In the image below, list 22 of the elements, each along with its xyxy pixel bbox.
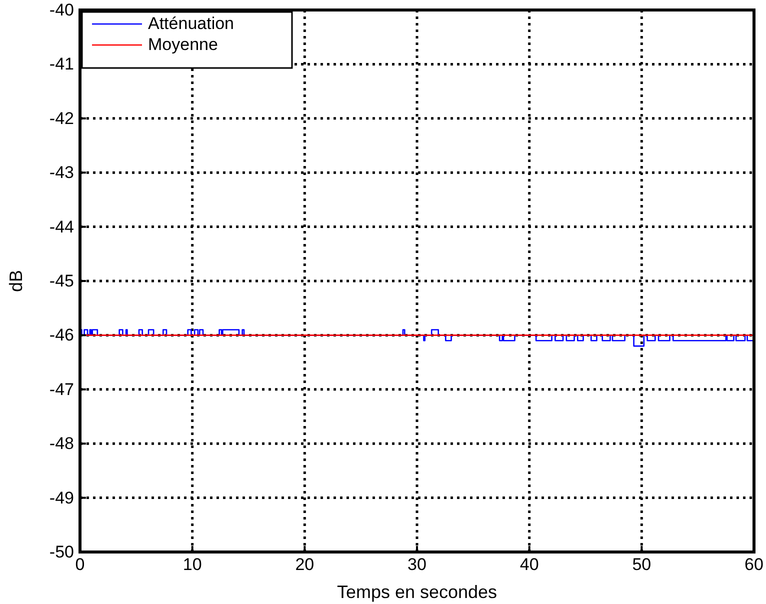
x-tick-label: 30 xyxy=(408,555,426,574)
x-tick-label: 40 xyxy=(520,555,539,574)
y-tick-label: -43 xyxy=(49,163,74,182)
y-tick-label: -40 xyxy=(49,0,74,20)
y-tick-label: -48 xyxy=(49,434,74,454)
x-tick-label: 60 xyxy=(744,555,764,574)
x-tick-label: 20 xyxy=(295,555,314,574)
y-axis-title: dB xyxy=(6,270,26,292)
y-tick-label: -45 xyxy=(49,271,74,290)
y-tick-label: -46 xyxy=(49,326,74,345)
x-tick-label: 50 xyxy=(632,555,652,574)
x-tick-label: 0 xyxy=(75,555,85,574)
y-tick-label: -50 xyxy=(49,542,74,562)
y-tick-label: -42 xyxy=(49,108,74,128)
y-tick-label: -41 xyxy=(49,54,74,74)
y-tick-label: -49 xyxy=(49,488,74,508)
y-tick-label: -47 xyxy=(49,380,74,399)
y-tick-label: -44 xyxy=(49,217,74,236)
legend-label: Atténuation xyxy=(148,14,234,33)
x-tick-label: 10 xyxy=(182,555,202,574)
x-axis-title: Temps en secondes xyxy=(336,582,498,602)
legend-label: Moyenne xyxy=(148,35,218,54)
